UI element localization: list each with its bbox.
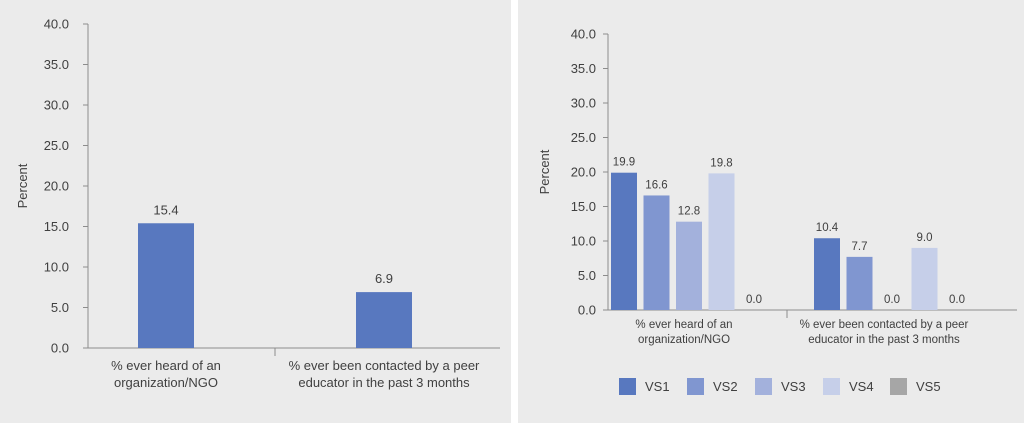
y-tick-label: 20.0	[44, 179, 69, 194]
x-category-label: % ever been contacted by a peer	[800, 319, 969, 331]
y-tick-label: 30.0	[44, 98, 69, 113]
bar-value-label: 0.0	[746, 294, 762, 306]
y-tick-label: 25.0	[571, 130, 596, 145]
bar-value-label: 15.4	[153, 202, 178, 217]
bar	[138, 223, 194, 348]
bar	[911, 247, 938, 310]
y-tick-label: 40.0	[44, 17, 69, 32]
bar	[356, 292, 412, 348]
bar	[708, 173, 735, 310]
bar	[676, 221, 702, 310]
legend-swatch	[823, 378, 840, 395]
bar	[814, 238, 840, 310]
legend-swatch	[687, 378, 704, 395]
legend-swatch	[890, 378, 907, 395]
bar	[846, 256, 873, 310]
y-tick-label: 40.0	[571, 27, 596, 42]
y-axis-title: Percent	[15, 163, 30, 208]
legend-swatch	[755, 378, 772, 395]
legend-label: VS4	[849, 379, 874, 394]
y-axis-title: Percent	[537, 149, 552, 194]
y-tick-label: 0.0	[578, 303, 596, 318]
left-chart-panel: 0.0 5.0 10.0 15.0 20.0 25.0 30.0 35.0 40.0 Percen…	[0, 0, 511, 423]
y-tick-label: 0.0	[51, 341, 69, 356]
bar-value-label: 0.0	[884, 294, 900, 306]
bar-value-label: 0.0	[949, 294, 965, 306]
bar-value-label: 10.4	[816, 222, 839, 234]
right-bar-chart: 0.0 5.0 10.0 15.0 20.0 25.0 30.0 35.0 40.0 Percen…	[537, 27, 1017, 395]
legend-swatch	[619, 378, 636, 395]
y-tick-label: 10.0	[571, 234, 596, 249]
x-category-label: educator in the past 3 months	[298, 375, 470, 390]
y-tick-label: 15.0	[571, 199, 596, 214]
x-category-label: organization/NGO	[638, 334, 730, 346]
legend-label: VS2	[713, 379, 738, 394]
bar-value-label: 12.8	[678, 206, 700, 218]
bar-value-label: 6.9	[375, 271, 393, 286]
legend-label: VS5	[916, 379, 941, 394]
y-tick-label: 35.0	[571, 61, 596, 76]
x-category-label: % ever been contacted by a peer	[289, 358, 480, 373]
legend-label: VS3	[781, 379, 806, 394]
x-category-label: educator in the past 3 months	[808, 334, 960, 346]
x-category-label: organization/NGO	[114, 375, 218, 390]
x-category-label: % ever heard of an	[635, 319, 732, 331]
y-tick-label: 5.0	[51, 300, 69, 315]
y-tick-label: 35.0	[44, 57, 69, 72]
bar-value-label: 16.6	[645, 179, 667, 191]
y-tick-label: 5.0	[578, 268, 596, 283]
right-chart-panel: 0.0 5.0 10.0 15.0 20.0 25.0 30.0 35.0 40.0 Percen…	[518, 0, 1024, 423]
y-tick-label: 30.0	[571, 96, 596, 111]
legend-label: VS1	[645, 379, 670, 394]
bar	[643, 195, 670, 310]
bar-value-label: 19.9	[613, 157, 635, 169]
bar-value-label: 9.0	[917, 232, 933, 244]
x-category-label: % ever heard of an	[111, 358, 221, 373]
left-bar-chart: 0.0 5.0 10.0 15.0 20.0 25.0 30.0 35.0 40.0 Percen…	[15, 17, 500, 390]
bar	[611, 172, 637, 310]
bar-value-label: 19.8	[710, 157, 732, 169]
y-tick-label: 20.0	[571, 165, 596, 180]
y-tick-label: 10.0	[44, 260, 69, 275]
y-tick-label: 15.0	[44, 219, 69, 234]
bar-value-label: 7.7	[852, 241, 868, 253]
y-tick-label: 25.0	[44, 138, 69, 153]
